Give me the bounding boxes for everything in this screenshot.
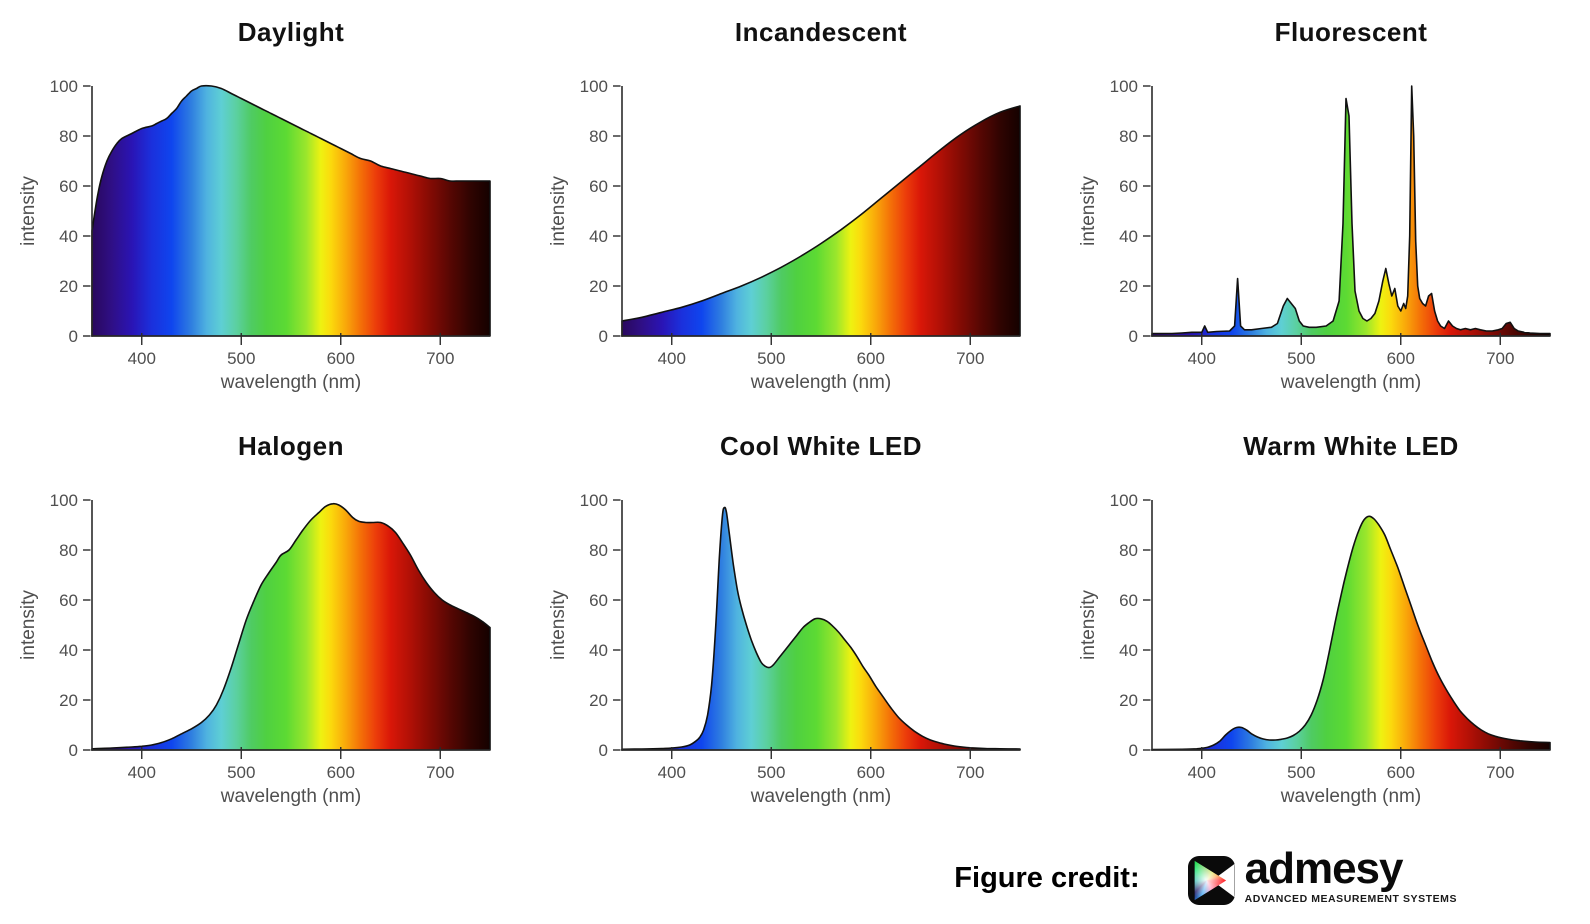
svg-text:80: 80 bbox=[59, 541, 78, 560]
svg-text:40: 40 bbox=[59, 641, 78, 660]
spectrum-plot-incandescent: 0 20 40 60 80 100 400 500 600 700 intensity wavelen… bbox=[548, 77, 1021, 393]
svg-text:80: 80 bbox=[59, 127, 78, 146]
svg-text:0: 0 bbox=[69, 741, 78, 760]
svg-text:20: 20 bbox=[59, 277, 78, 296]
svg-text:intensity: intensity bbox=[1078, 176, 1099, 246]
svg-text:intensity: intensity bbox=[548, 590, 569, 660]
svg-text:500: 500 bbox=[227, 763, 255, 782]
svg-text:500: 500 bbox=[757, 349, 785, 368]
svg-text:40: 40 bbox=[589, 641, 608, 660]
chart-title-halogen: Halogen bbox=[237, 431, 345, 461]
svg-text:60: 60 bbox=[59, 591, 78, 610]
svg-text:wavelength (nm): wavelength (nm) bbox=[1280, 372, 1421, 393]
svg-text:0: 0 bbox=[599, 327, 608, 346]
admesy-logo: admesy ADVANCED MEASUREMENT SYSTEMS bbox=[1187, 843, 1457, 906]
admesy-tagline: ADVANCED MEASUREMENT SYSTEMS bbox=[1244, 893, 1457, 906]
svg-text:600: 600 bbox=[327, 763, 355, 782]
spectra-grid: Daylight 0 20 40 60 80 100 400 500 600 700 intensi… bbox=[0, 8, 1590, 822]
svg-text:100: 100 bbox=[1110, 491, 1138, 510]
spectrum-plot-warm-white-led: 0 20 40 60 80 100 400 500 600 700 intensity wavelen… bbox=[1078, 491, 1551, 807]
svg-text:wavelength (nm): wavelength (nm) bbox=[220, 786, 361, 807]
svg-text:40: 40 bbox=[1119, 227, 1138, 246]
svg-text:100: 100 bbox=[580, 77, 608, 96]
spectrum-plot-fluorescent: 0 20 40 60 80 100 400 500 600 700 intensity wavelen… bbox=[1078, 77, 1551, 393]
svg-text:100: 100 bbox=[50, 77, 78, 96]
svg-text:400: 400 bbox=[128, 349, 156, 368]
svg-text:500: 500 bbox=[227, 349, 255, 368]
spectrum-plot-cool-white-led: 0 20 40 60 80 100 400 500 600 700 intensity wavelen… bbox=[548, 491, 1021, 807]
chart-cool-white-led: Cool White LED 0 20 40 60 80 100 400 500 600 700 i… bbox=[530, 422, 1060, 822]
spectrum-plot-daylight: 0 20 40 60 80 100 400 500 600 700 intensity wavelen… bbox=[18, 77, 491, 393]
svg-text:700: 700 bbox=[426, 763, 454, 782]
svg-text:700: 700 bbox=[426, 349, 454, 368]
svg-text:intensity: intensity bbox=[18, 176, 39, 246]
svg-text:0: 0 bbox=[69, 327, 78, 346]
admesy-wordmark: admesy bbox=[1244, 843, 1404, 893]
svg-text:400: 400 bbox=[1188, 763, 1216, 782]
chart-title-fluorescent: Fluorescent bbox=[1274, 17, 1428, 47]
svg-text:700: 700 bbox=[956, 349, 984, 368]
svg-text:80: 80 bbox=[1119, 541, 1138, 560]
chart-title-daylight: Daylight bbox=[237, 17, 345, 47]
svg-text:40: 40 bbox=[59, 227, 78, 246]
svg-text:60: 60 bbox=[589, 591, 608, 610]
figure-credit-label: Figure credit: bbox=[954, 861, 1140, 894]
svg-text:400: 400 bbox=[1188, 349, 1216, 368]
chart-title-incandescent: Incandescent bbox=[734, 17, 908, 47]
svg-text:20: 20 bbox=[59, 691, 78, 710]
svg-text:700: 700 bbox=[1486, 349, 1514, 368]
chart-warm-white-led: Warm White LED 0 20 40 60 80 100 400 500 600 700 i… bbox=[1060, 422, 1590, 822]
chart-halogen: Halogen 0 20 40 60 80 100 400 500 600 700 intensit… bbox=[0, 422, 530, 822]
svg-text:wavelength (nm): wavelength (nm) bbox=[750, 786, 891, 807]
svg-text:wavelength (nm): wavelength (nm) bbox=[1280, 786, 1421, 807]
svg-text:0: 0 bbox=[599, 741, 608, 760]
chart-fluorescent: Fluorescent 0 20 40 60 80 100 400 500 600 700 inte… bbox=[1060, 8, 1590, 408]
svg-text:700: 700 bbox=[1486, 763, 1514, 782]
svg-text:20: 20 bbox=[589, 277, 608, 296]
svg-text:60: 60 bbox=[59, 177, 78, 196]
svg-text:wavelength (nm): wavelength (nm) bbox=[220, 372, 361, 393]
svg-text:20: 20 bbox=[1119, 277, 1138, 296]
svg-text:400: 400 bbox=[128, 763, 156, 782]
svg-text:600: 600 bbox=[857, 349, 885, 368]
svg-text:100: 100 bbox=[580, 491, 608, 510]
svg-text:40: 40 bbox=[1119, 641, 1138, 660]
spectrum-plot-halogen: 0 20 40 60 80 100 400 500 600 700 intensity wavelen… bbox=[18, 491, 491, 807]
svg-text:600: 600 bbox=[1387, 349, 1415, 368]
svg-text:80: 80 bbox=[589, 127, 608, 146]
svg-text:500: 500 bbox=[1287, 349, 1315, 368]
svg-text:80: 80 bbox=[1119, 127, 1138, 146]
chart-incandescent: Incandescent 0 20 40 60 80 100 400 500 600 700 int… bbox=[530, 8, 1060, 408]
svg-text:100: 100 bbox=[1110, 77, 1138, 96]
svg-text:0: 0 bbox=[1129, 327, 1138, 346]
svg-text:20: 20 bbox=[1119, 691, 1138, 710]
svg-text:60: 60 bbox=[589, 177, 608, 196]
svg-text:wavelength (nm): wavelength (nm) bbox=[750, 372, 891, 393]
svg-text:400: 400 bbox=[658, 349, 686, 368]
svg-text:intensity: intensity bbox=[548, 176, 569, 246]
svg-text:600: 600 bbox=[857, 763, 885, 782]
svg-text:20: 20 bbox=[589, 691, 608, 710]
svg-text:intensity: intensity bbox=[1078, 590, 1099, 660]
svg-text:0: 0 bbox=[1129, 741, 1138, 760]
svg-text:intensity: intensity bbox=[18, 590, 39, 660]
svg-text:500: 500 bbox=[757, 763, 785, 782]
svg-text:80: 80 bbox=[589, 541, 608, 560]
svg-text:400: 400 bbox=[658, 763, 686, 782]
svg-text:60: 60 bbox=[1119, 591, 1138, 610]
admesy-logo-text-block: admesy ADVANCED MEASUREMENT SYSTEMS bbox=[1244, 843, 1457, 906]
chart-title-warm-white-led: Warm White LED bbox=[1243, 431, 1459, 461]
svg-text:500: 500 bbox=[1287, 763, 1315, 782]
chart-title-cool-white-led: Cool White LED bbox=[720, 431, 922, 461]
svg-text:700: 700 bbox=[956, 763, 984, 782]
svg-text:600: 600 bbox=[327, 349, 355, 368]
svg-text:100: 100 bbox=[50, 491, 78, 510]
svg-text:40: 40 bbox=[589, 227, 608, 246]
svg-text:60: 60 bbox=[1119, 177, 1138, 196]
chart-daylight: Daylight 0 20 40 60 80 100 400 500 600 700 intensi… bbox=[0, 8, 530, 408]
figure-credit-bar: Figure credit: admesy ADVANCED MEASUREME… bbox=[0, 832, 1590, 924]
admesy-logo-mark-icon bbox=[1187, 856, 1235, 906]
svg-text:600: 600 bbox=[1387, 763, 1415, 782]
